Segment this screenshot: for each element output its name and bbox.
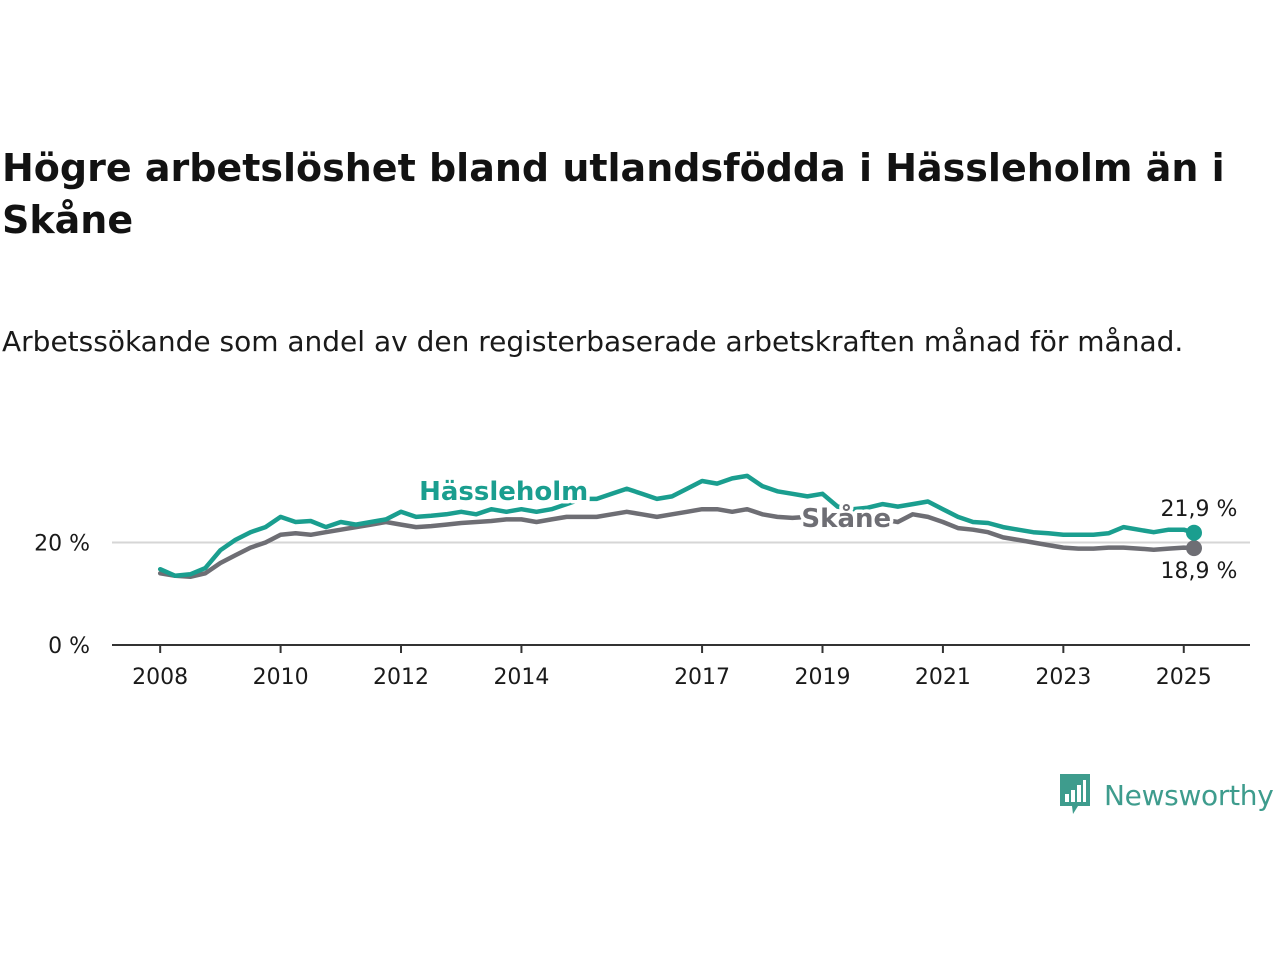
x-axis: 2008 2010 2012 2014 2017 2019 2021 2023 2025 bbox=[112, 644, 1250, 690]
series-line-hässleholm bbox=[157, 473, 1197, 579]
x-tick-label: 2010 bbox=[253, 665, 309, 690]
series-layer bbox=[157, 473, 1203, 580]
x-tick-label: 2021 bbox=[915, 665, 971, 690]
x-tick-label: 2008 bbox=[132, 665, 188, 690]
series-label-skane: Skåne bbox=[801, 502, 891, 534]
x-tick-label: 2019 bbox=[794, 665, 850, 690]
end-label-skane: 18,9 % bbox=[1161, 559, 1238, 584]
x-tick-label: 2017 bbox=[674, 665, 730, 690]
line-chart: 0 % 20 % 2008 2010 2012 2014 2017 2019 2021 2023… bbox=[34, 473, 1250, 690]
y-tick-label: 20 % bbox=[34, 532, 90, 557]
x-tick-label: 2023 bbox=[1035, 665, 1091, 690]
series-label-hassleholm: Hässleholm bbox=[419, 477, 588, 507]
x-tick-label: 2025 bbox=[1156, 665, 1212, 690]
series-line-skåne bbox=[157, 506, 1197, 580]
x-tick-label: 2012 bbox=[373, 665, 429, 690]
x-tick-label: 2014 bbox=[493, 665, 549, 690]
end-marker-skåne bbox=[1186, 540, 1203, 557]
grid-layer: 0 % 20 % bbox=[34, 532, 1250, 659]
newsworthy-logo: Newsworthy bbox=[1058, 772, 1274, 818]
newsworthy-logo-icon bbox=[1060, 774, 1090, 814]
brand-name: Newsworthy bbox=[1104, 778, 1274, 812]
end-label-hassleholm: 21,9 % bbox=[1161, 497, 1238, 522]
end-marker-hässleholm bbox=[1186, 524, 1203, 541]
chart-title: Högre arbetslöshet bland utlandsfödda i … bbox=[2, 146, 1225, 242]
label-layer: Hässleholm Skåne 21,9 % 18,9 % bbox=[416, 473, 1238, 584]
chart-subtitle: Arbetssökande som andel av den registerb… bbox=[2, 325, 1184, 358]
y-tick-label: 0 % bbox=[48, 634, 90, 659]
